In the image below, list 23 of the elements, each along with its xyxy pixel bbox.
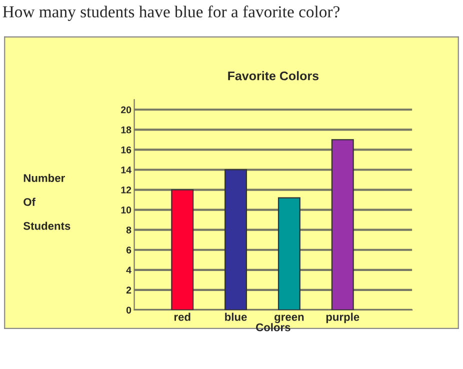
x-axis-title: Colors xyxy=(256,323,290,332)
bar xyxy=(171,189,194,310)
y-tick-label: 4 xyxy=(126,266,132,274)
y-tick-label: 6 xyxy=(126,246,132,254)
y-tick-label: 12 xyxy=(121,186,132,194)
y-tick-label: 2 xyxy=(126,286,132,294)
y-tick-label: 20 xyxy=(121,106,132,114)
y-tick-label: 18 xyxy=(121,126,132,134)
x-tick-label: blue xyxy=(225,312,247,321)
bar xyxy=(224,169,248,310)
text: How many students have blue for a favorite color? xyxy=(2,6,340,21)
text: Number Of Students xyxy=(23,174,70,230)
y-tick-label: 16 xyxy=(121,146,132,154)
x-tick-label: green xyxy=(274,314,304,324)
y-tick-label: 14 xyxy=(121,166,132,174)
x-tick-label: red xyxy=(174,312,190,321)
chart-title: Favorite Colors xyxy=(228,71,319,80)
y-tick-label: 8 xyxy=(126,226,132,234)
x-tick-label: purple xyxy=(326,312,360,324)
bar xyxy=(331,139,354,310)
y-tick-label: 10 xyxy=(121,206,132,214)
bar xyxy=(278,197,300,310)
y-tick-label: 0 xyxy=(126,306,132,314)
